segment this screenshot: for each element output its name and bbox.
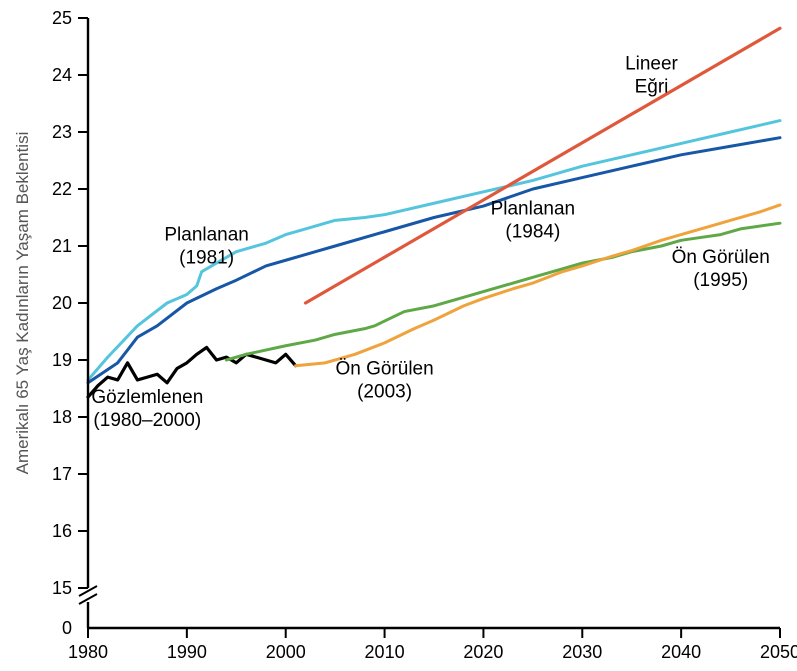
- y-tick-label: 25: [52, 8, 72, 28]
- series-label-planned1984-l1: (1984): [505, 222, 560, 243]
- series-label-planned1984-l0: Planlanan: [491, 199, 576, 220]
- series-label-linear-l0: Lineer: [625, 53, 678, 74]
- life-expectancy-chart: 1980 1990 2000 2010 2020 2030 2040 2050 15 16 17 18…: [0, 0, 797, 671]
- x-tick-label: 2050: [760, 642, 797, 662]
- series-label-forecast1995-l1: (1995): [693, 270, 748, 291]
- series-label-planned1981-l1: (1981): [179, 247, 234, 268]
- y-tick-label: 23: [52, 122, 72, 142]
- y-tick-label: 22: [52, 179, 72, 199]
- y-tick-label: 16: [52, 521, 72, 541]
- y-tick-label: 17: [52, 464, 72, 484]
- x-tick-label: 2000: [266, 642, 306, 662]
- chart-container: 1980 1990 2000 2010 2020 2030 2040 2050 15 16 17 18…: [0, 0, 797, 671]
- series-label-planned1981-l0: Planlanan: [164, 224, 249, 245]
- x-tick-label: 1980: [68, 642, 108, 662]
- y-tick-label: 20: [52, 293, 72, 313]
- series-label-forecast2003-l1: (2003): [357, 381, 412, 402]
- y-axis-title: Amerikalı 65 Yaş Kadınların Yaşam Beklen…: [13, 132, 32, 475]
- y-tick-label: 15: [52, 578, 72, 598]
- x-tick-label: 2020: [463, 642, 503, 662]
- series-label-observed-l1: (1980–2000): [93, 410, 201, 431]
- y-tick-label: 18: [52, 407, 72, 427]
- x-tick-label: 2040: [661, 642, 701, 662]
- y-zero-label: 0: [62, 618, 72, 638]
- y-tick-label: 21: [52, 236, 72, 256]
- x-tick-label: 2030: [562, 642, 602, 662]
- series-label-observed-l0: Gözlemlenen: [91, 387, 203, 408]
- y-tick-label: 19: [52, 350, 72, 370]
- x-tick-label: 1990: [167, 642, 207, 662]
- x-tick-label: 2010: [365, 642, 405, 662]
- series-label-linear-l1: Eğri: [635, 76, 669, 97]
- y-tick-label: 24: [52, 65, 72, 85]
- series-label-forecast2003-l0: Ön Görülen: [335, 358, 433, 379]
- series-label-forecast1995-l0: Ön Görülen: [672, 247, 770, 268]
